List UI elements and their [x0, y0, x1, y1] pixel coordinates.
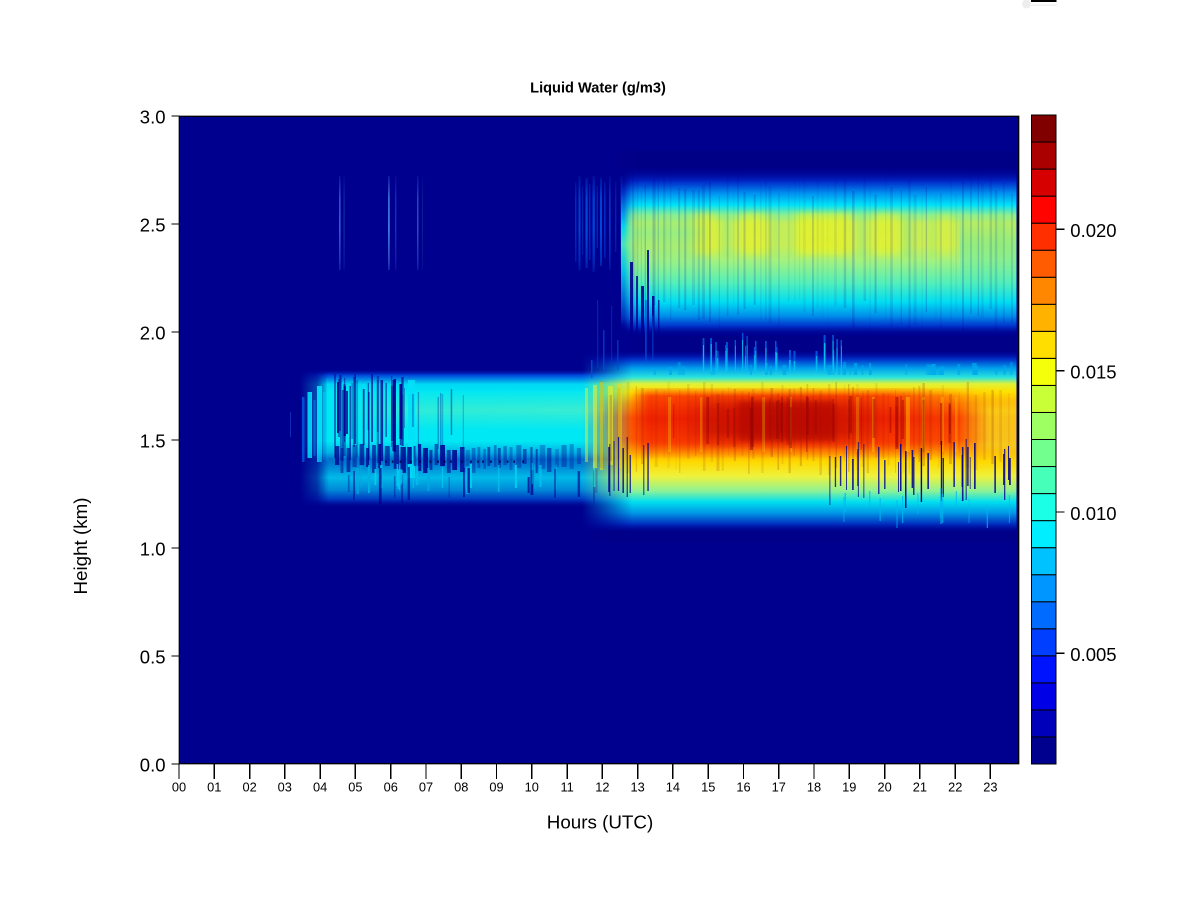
svg-text:16: 16 — [736, 780, 750, 795]
svg-text:0.010: 0.010 — [1070, 503, 1116, 524]
svg-text:01: 01 — [207, 780, 221, 795]
svg-text:23: 23 — [983, 780, 997, 795]
svg-text:1.5: 1.5 — [140, 431, 166, 452]
svg-text:05: 05 — [348, 780, 362, 795]
svg-text:Hours (UTC): Hours (UTC) — [547, 812, 653, 833]
svg-text:03: 03 — [278, 780, 292, 795]
svg-text:0.020: 0.020 — [1070, 220, 1116, 241]
svg-text:19: 19 — [842, 780, 856, 795]
svg-text:3.0: 3.0 — [140, 107, 166, 128]
svg-text:0.015: 0.015 — [1070, 361, 1116, 382]
svg-text:0.0: 0.0 — [140, 755, 166, 776]
svg-text:Liquid Water (g/m3): Liquid Water (g/m3) — [530, 81, 666, 97]
svg-text:10: 10 — [525, 780, 539, 795]
svg-text:12: 12 — [595, 780, 609, 795]
svg-text:15: 15 — [701, 780, 715, 795]
svg-text:06: 06 — [384, 780, 398, 795]
svg-text:1.0: 1.0 — [140, 539, 166, 560]
svg-text:0.005: 0.005 — [1070, 644, 1116, 665]
svg-text:08: 08 — [454, 780, 468, 795]
svg-text:20: 20 — [877, 780, 891, 795]
svg-text:Height (km): Height (km) — [70, 497, 91, 594]
svg-text:13: 13 — [630, 780, 644, 795]
svg-text:0.5: 0.5 — [140, 647, 166, 668]
svg-text:18: 18 — [807, 780, 821, 795]
svg-text:11: 11 — [560, 780, 573, 795]
svg-text:14: 14 — [666, 780, 680, 795]
svg-text:2.0: 2.0 — [140, 323, 166, 344]
svg-text:04: 04 — [313, 780, 327, 795]
svg-text:07: 07 — [419, 780, 433, 795]
svg-text:00: 00 — [172, 780, 186, 795]
svg-text:17: 17 — [772, 780, 786, 795]
svg-text:2.5: 2.5 — [140, 215, 166, 236]
svg-text:09: 09 — [489, 780, 503, 795]
svg-text:02: 02 — [242, 780, 256, 795]
svg-text:21: 21 — [913, 780, 927, 795]
svg-text:22: 22 — [948, 780, 962, 795]
